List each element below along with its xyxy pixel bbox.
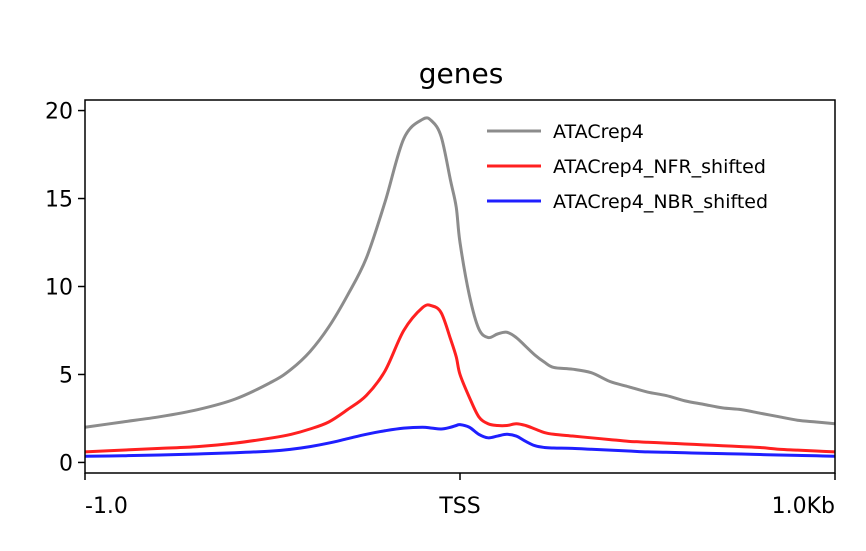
x-tick-label: 1.0Kb <box>772 494 835 519</box>
legend-label-1: ATACrep4 <box>553 121 644 143</box>
y-tick-label: 10 <box>45 276 73 301</box>
legend: ATACrep4 ATACrep4_NFR_shifted ATACrep4_NBR… <box>487 121 768 213</box>
y-tick-label: 15 <box>45 188 73 213</box>
y-tick-label: 0 <box>59 451 73 476</box>
series-line-2 <box>84 303 836 454</box>
y-tick-label: 5 <box>59 363 73 388</box>
legend-label-3: ATACrep4_NBR_shifted <box>553 191 768 213</box>
legend-label-2: ATACrep4_NFR_shifted <box>553 156 766 178</box>
series-line-3 <box>84 423 836 458</box>
series-line-1 <box>84 116 836 429</box>
chart-title: genes <box>419 57 504 90</box>
y-tick-label: 20 <box>45 100 73 125</box>
axis-ticks: 0 5 10 15 20 -1.0 TSS 1.0Kb <box>45 100 836 519</box>
x-tick-label: TSS <box>438 494 480 519</box>
plot-lines <box>84 116 836 458</box>
x-tick-label: -1.0 <box>85 494 128 519</box>
